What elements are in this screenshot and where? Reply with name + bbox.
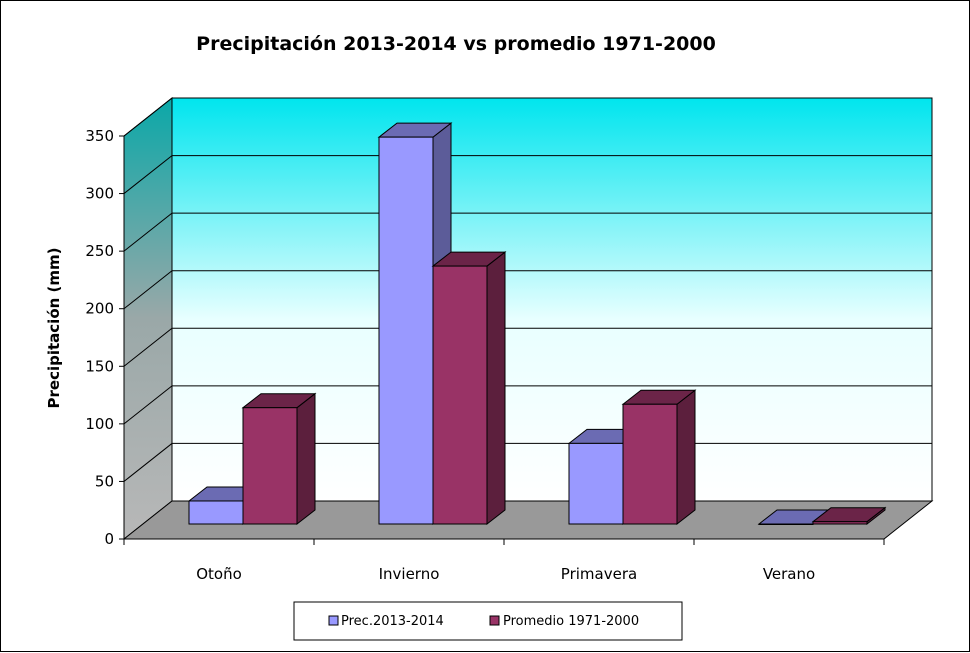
axes <box>119 135 885 545</box>
bar-front <box>812 521 868 525</box>
y-tick-label: 100 <box>85 415 114 433</box>
side-wall <box>123 96 173 541</box>
y-tick-label: 300 <box>85 185 114 203</box>
gridline-350 <box>123 97 932 137</box>
bar-side <box>676 389 696 526</box>
legend: Prec.2013-2014 Promedio 1971-2000 <box>293 601 683 641</box>
legend-swatch-prec <box>328 615 339 626</box>
category-label: Primavera <box>561 565 637 583</box>
gridline-300 <box>123 155 932 194</box>
category-label: Verano <box>763 565 815 583</box>
y-tick-label: 0 <box>104 530 114 548</box>
gridline-250 <box>123 212 932 252</box>
gridline-100 <box>123 385 932 425</box>
category-label: Invierno <box>379 565 440 583</box>
bar-side <box>296 392 316 526</box>
legend-label-promedio: Promedio 1971-2000 <box>503 614 639 629</box>
bar-front <box>432 265 488 525</box>
bar-Invierno-Promedio 1971-2000 <box>431 251 507 526</box>
bar-front <box>242 407 298 525</box>
gridlines <box>123 97 932 482</box>
y-tick-label: 200 <box>85 300 114 318</box>
bar-front <box>568 442 624 525</box>
y-tick-labels: 0 50 100 150 200 250 300 350 <box>85 127 114 548</box>
gridline-200 <box>123 270 932 310</box>
category-label: Otoño <box>196 565 242 583</box>
bar-Invierno-Prec.2013-2014 <box>377 122 453 526</box>
y-tick-label: 350 <box>85 127 114 145</box>
y-tick-label: 150 <box>85 357 114 375</box>
bar-Primavera-Promedio 1971-2000 <box>621 389 697 526</box>
chart-title: Precipitación 2013-2014 vs promedio 1971… <box>196 33 716 55</box>
bar-Verano-Promedio 1971-2000 <box>811 506 887 526</box>
bar-front <box>622 403 678 525</box>
bar-front <box>378 136 434 525</box>
y-axis-label: Precipitación (mm) <box>45 248 63 409</box>
y-tick-label: 50 <box>95 472 114 490</box>
bar-front <box>188 500 244 525</box>
category-labels: Otoño Invierno Primavera Verano <box>196 565 815 583</box>
bar-side <box>486 251 506 526</box>
gridline-150 <box>123 327 932 367</box>
legend-label-prec: Prec.2013-2014 <box>341 614 444 629</box>
legend-swatch-promedio <box>489 615 500 626</box>
bars <box>187 122 887 526</box>
legend-box <box>293 601 683 641</box>
bar-front <box>758 523 814 525</box>
y-tick-label: 250 <box>85 242 114 260</box>
bar-Otoño-Promedio 1971-2000 <box>241 392 317 526</box>
